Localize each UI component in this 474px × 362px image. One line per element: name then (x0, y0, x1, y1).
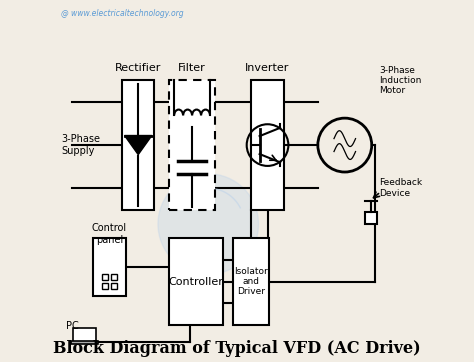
Bar (111, 274, 117, 280)
Text: Rectifier: Rectifier (115, 63, 162, 72)
Text: Feedback
Device: Feedback Device (379, 178, 422, 198)
Bar (102, 283, 108, 289)
Bar (111, 283, 117, 289)
Text: PC: PC (66, 321, 79, 332)
Text: Isolator
and
Driver: Isolator and Driver (235, 267, 268, 296)
Bar (233, 239, 269, 325)
Bar (93, 239, 126, 296)
Circle shape (158, 174, 258, 274)
Text: @ www.electricaltechnology.org: @ www.electricaltechnology.org (61, 9, 183, 18)
Bar (251, 80, 284, 210)
Text: Filter: Filter (178, 63, 206, 72)
Bar (122, 80, 155, 210)
Text: Inverter: Inverter (246, 63, 290, 72)
Text: Block Diagram of Typical VFD (AC Drive): Block Diagram of Typical VFD (AC Drive) (53, 340, 421, 357)
Bar (102, 274, 108, 280)
Text: 3-Phase
Supply: 3-Phase Supply (61, 134, 100, 156)
Bar (71, 341, 98, 344)
Text: Controller: Controller (168, 277, 223, 287)
Bar (169, 80, 216, 210)
Polygon shape (125, 135, 152, 155)
Bar (73, 328, 96, 342)
Text: Control
panel: Control panel (92, 223, 127, 245)
Text: 3-Phase
Induction
Motor: 3-Phase Induction Motor (379, 66, 421, 95)
Bar (169, 239, 223, 325)
Bar (365, 211, 377, 224)
